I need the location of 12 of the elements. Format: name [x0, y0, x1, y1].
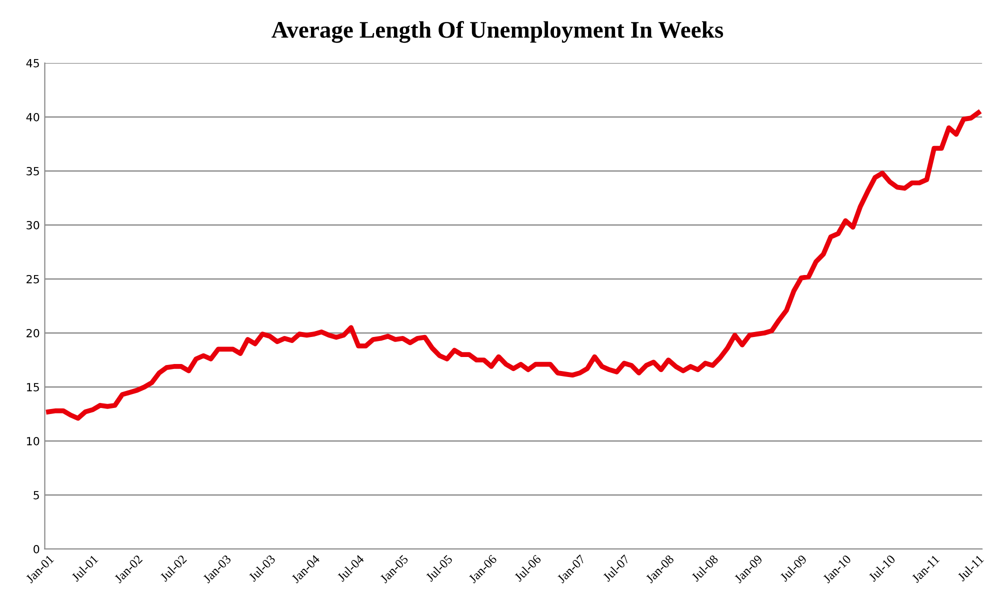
line-series: [46, 110, 981, 421]
y-tick-label: 35: [26, 166, 39, 176]
y-tick-label: 20: [26, 328, 40, 338]
y-tick-label: 30: [26, 220, 40, 230]
chart-title: Average Length Of Unemployment In Weeks: [272, 21, 724, 43]
y-tick-label: 0: [34, 544, 40, 554]
y-tick-label: 40: [26, 112, 40, 122]
y-tick-label: 45: [26, 59, 39, 68]
y-tick-label: 5: [34, 491, 39, 500]
y-tick-label: 10: [26, 436, 40, 446]
y-tick-label: 15: [26, 383, 39, 392]
y-tick-label: 25: [26, 274, 39, 284]
